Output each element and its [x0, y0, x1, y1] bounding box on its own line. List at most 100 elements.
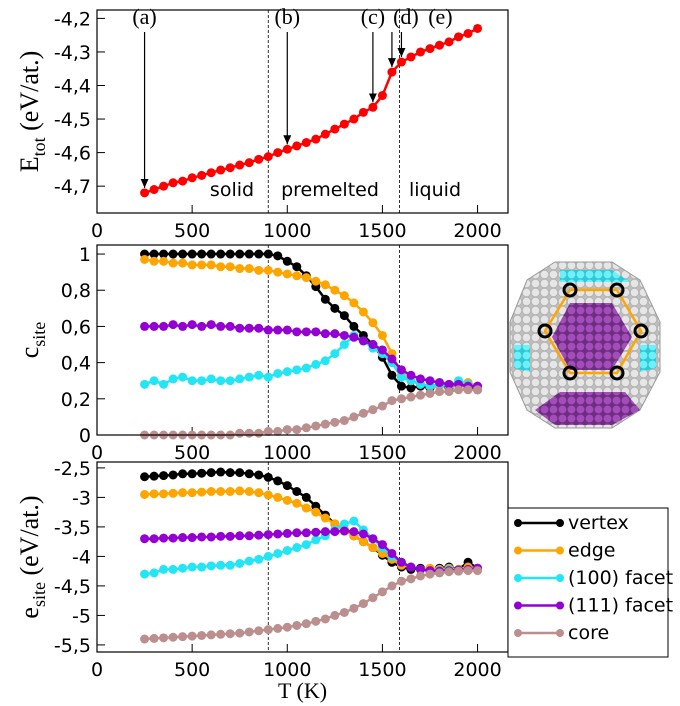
- data-point: [463, 385, 473, 395]
- data-point: [140, 534, 150, 544]
- data-point: [320, 329, 330, 339]
- data-point: [263, 551, 273, 561]
- data-point: [320, 513, 330, 523]
- data-point: [301, 423, 311, 433]
- data-point: [263, 426, 273, 436]
- data-point: [225, 629, 235, 639]
- data-point: [225, 249, 235, 259]
- data-point: [320, 527, 330, 537]
- x-tick-label: 2000: [453, 659, 501, 681]
- data-point: [320, 280, 330, 290]
- y-tick-label: -4,5: [54, 576, 91, 598]
- data-point: [292, 262, 302, 272]
- data-point: [358, 408, 368, 418]
- data-point: [140, 569, 150, 579]
- data-point: [358, 537, 368, 547]
- data-point: [358, 599, 368, 609]
- data-point: [425, 44, 435, 54]
- data-point: [159, 533, 169, 543]
- data-point: [197, 321, 207, 331]
- data-point: [244, 531, 254, 541]
- data-point: [301, 327, 311, 337]
- y-tick-label: 0,4: [61, 353, 91, 375]
- data-point: [206, 532, 216, 542]
- data-point: [377, 330, 387, 340]
- data-point: [235, 374, 245, 384]
- data-point: [168, 533, 178, 543]
- data-point: [282, 325, 292, 335]
- legend-dot: [556, 519, 564, 527]
- y-label-unit: (eV/at.): [15, 51, 44, 138]
- data-point: [320, 356, 330, 366]
- data-point: [406, 392, 416, 402]
- data-point: [339, 607, 349, 617]
- data-point: [377, 587, 387, 597]
- data-point: [187, 631, 197, 641]
- y-tick-label: -4,2: [54, 8, 91, 30]
- data-point: [330, 285, 340, 295]
- data-point: [168, 632, 178, 642]
- data-point: [320, 419, 330, 429]
- data-point: [235, 558, 245, 568]
- data-point: [454, 385, 464, 395]
- legend-dot: [514, 629, 522, 637]
- data-point: [206, 468, 216, 478]
- data-point: [206, 260, 216, 270]
- y-tick-label: 1: [79, 244, 91, 266]
- data-point: [244, 158, 254, 168]
- series-line: [144, 569, 478, 641]
- data-point: [301, 619, 311, 629]
- data-point: [273, 325, 283, 335]
- data-point: [396, 381, 406, 391]
- data-point: [349, 412, 359, 422]
- data-point: [254, 428, 264, 438]
- data-point: [396, 57, 406, 67]
- data-point: [235, 249, 245, 259]
- x-tick-label: 0: [91, 220, 103, 242]
- data-point: [244, 323, 254, 333]
- data-point: [292, 327, 302, 337]
- data-point: [292, 425, 302, 435]
- data-point: [396, 394, 406, 404]
- data-point: [368, 405, 378, 415]
- data-point: [273, 623, 283, 633]
- data-point: [349, 603, 359, 613]
- data-point: [254, 265, 264, 275]
- data-point: [159, 471, 169, 481]
- data-point: [216, 262, 226, 272]
- x-tick-label: 1000: [263, 220, 311, 242]
- data-point: [140, 472, 150, 482]
- legend-dot: [556, 574, 564, 582]
- x-tick-label: 1000: [263, 442, 311, 464]
- data-point: [473, 566, 483, 576]
- data-point: [254, 154, 264, 164]
- x-tick-label: 500: [174, 442, 210, 464]
- data-point: [273, 148, 283, 158]
- data-point: [178, 321, 188, 331]
- data-point: [216, 467, 226, 477]
- data-point: [244, 249, 254, 259]
- y-label-main: c: [15, 347, 44, 359]
- legend-dot: [514, 546, 522, 555]
- legend-dot: [514, 519, 522, 527]
- data-point: [273, 426, 283, 436]
- data-point: [168, 564, 178, 574]
- data-point: [216, 376, 226, 386]
- y-tick-label: -4,6: [54, 143, 91, 165]
- data-point: [387, 354, 397, 364]
- data-point: [444, 379, 454, 389]
- data-point: [377, 345, 387, 355]
- data-point: [368, 102, 378, 112]
- legend-label: core: [568, 622, 609, 644]
- data-point: [263, 372, 273, 382]
- data-point: [244, 469, 254, 479]
- data-point: [339, 519, 349, 529]
- data-point: [254, 530, 264, 540]
- data-point: [235, 628, 245, 638]
- y-axis-label: esite (eV/at.): [15, 495, 49, 618]
- data-point: [301, 138, 311, 148]
- y-tick-label: -5: [72, 605, 91, 627]
- data-point: [159, 321, 169, 331]
- data-point: [235, 486, 245, 496]
- data-point: [235, 468, 245, 478]
